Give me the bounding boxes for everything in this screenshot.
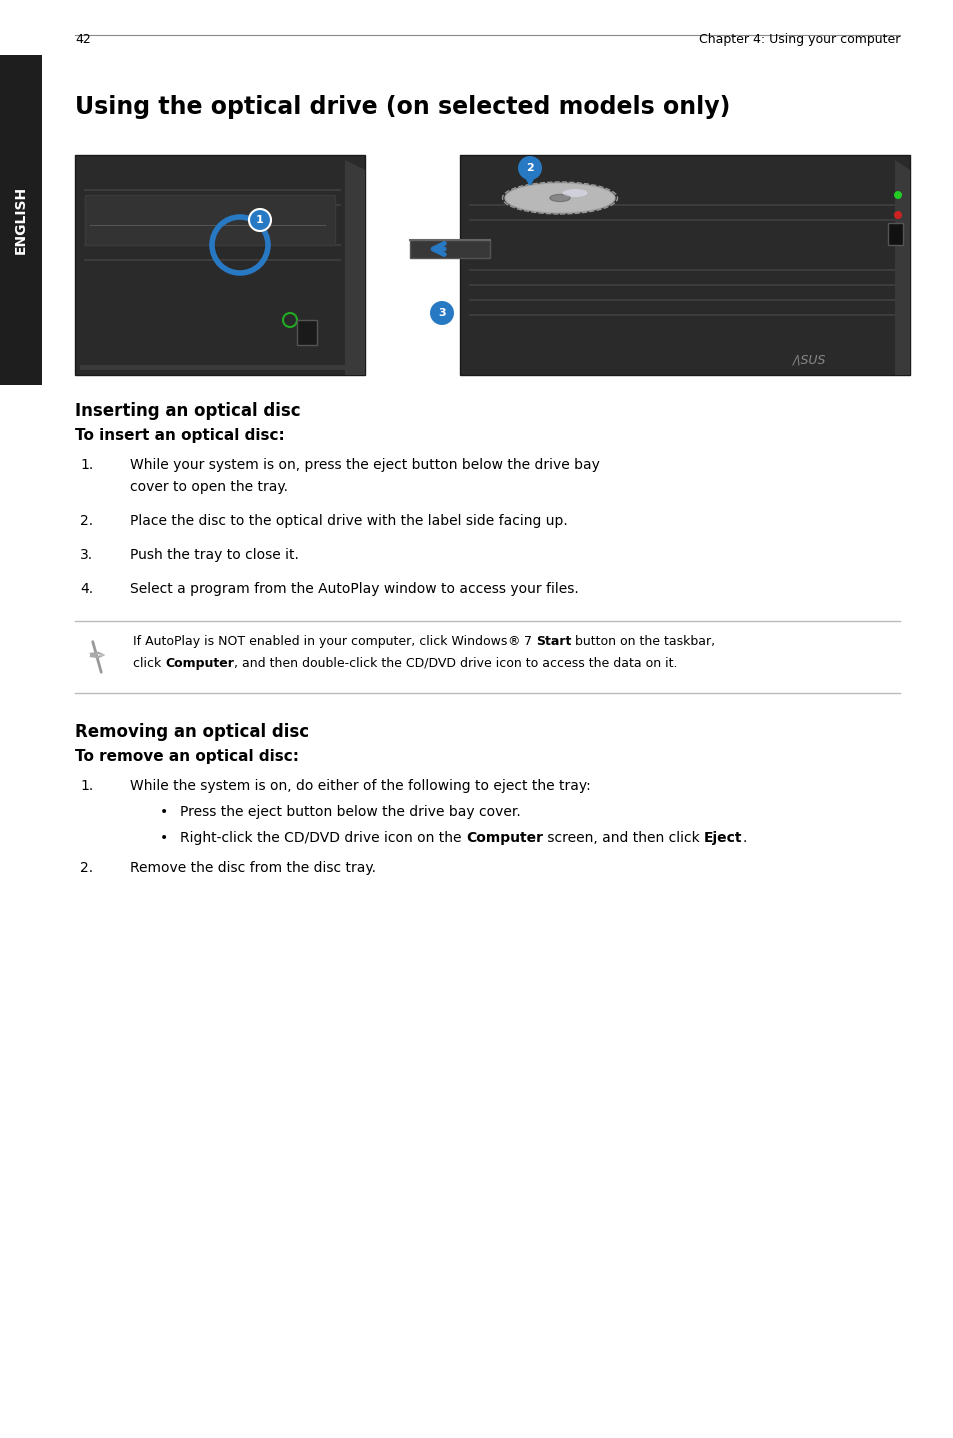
Text: screen, and then click: screen, and then click xyxy=(542,831,703,846)
Text: 7: 7 xyxy=(519,636,536,649)
Text: Eject: Eject xyxy=(703,831,741,846)
Text: To insert an optical disc:: To insert an optical disc: xyxy=(75,429,284,443)
Text: Inserting an optical disc: Inserting an optical disc xyxy=(75,403,300,420)
Text: •: • xyxy=(160,831,168,846)
Ellipse shape xyxy=(504,183,615,213)
Bar xyxy=(296,321,316,345)
Text: To remove an optical disc:: To remove an optical disc: xyxy=(75,749,298,764)
Text: While your system is on, press the eject button below the drive bay: While your system is on, press the eject… xyxy=(130,457,599,472)
Circle shape xyxy=(893,191,901,198)
Bar xyxy=(0,55,42,385)
Text: 2: 2 xyxy=(525,162,534,173)
Text: Start: Start xyxy=(536,636,571,649)
Text: Press the eject button below the drive bay cover.: Press the eject button below the drive b… xyxy=(180,805,520,820)
Text: Place the disc to the optical drive with the label side facing up.: Place the disc to the optical drive with… xyxy=(130,513,567,528)
Text: 3.: 3. xyxy=(80,548,93,562)
Text: Computer: Computer xyxy=(165,657,233,670)
Text: cover to open the tray.: cover to open the tray. xyxy=(130,480,288,495)
Text: If AutoPlay is NOT enabled in your computer, click Windows: If AutoPlay is NOT enabled in your compu… xyxy=(132,636,507,649)
Text: Using the optical drive (on selected models only): Using the optical drive (on selected mod… xyxy=(75,95,730,119)
Text: , and then double-click the CD/DVD drive icon to access the data on it.: , and then double-click the CD/DVD drive… xyxy=(233,657,677,670)
FancyArrowPatch shape xyxy=(92,641,101,673)
Text: 1.: 1. xyxy=(80,457,93,472)
Text: Computer: Computer xyxy=(465,831,542,846)
Text: Removing an optical disc: Removing an optical disc xyxy=(75,723,309,741)
Text: While the system is on, do either of the following to eject the tray:: While the system is on, do either of the… xyxy=(130,779,590,792)
Bar xyxy=(887,223,902,244)
Bar xyxy=(459,155,909,375)
Text: ®: ® xyxy=(507,636,519,649)
Bar xyxy=(75,155,365,375)
Text: button on the taskbar,: button on the taskbar, xyxy=(571,636,715,649)
Circle shape xyxy=(249,209,271,232)
Text: Select a program from the AutoPlay window to access your files.: Select a program from the AutoPlay windo… xyxy=(130,582,578,595)
Circle shape xyxy=(430,301,454,325)
FancyBboxPatch shape xyxy=(80,365,365,370)
Circle shape xyxy=(893,211,901,219)
Text: Remove the disc from the disc tray.: Remove the disc from the disc tray. xyxy=(130,861,375,874)
Text: Right-click the CD/DVD drive icon on the: Right-click the CD/DVD drive icon on the xyxy=(180,831,465,846)
Text: 42: 42 xyxy=(75,33,91,46)
Text: 2.: 2. xyxy=(80,861,93,874)
Text: 1.: 1. xyxy=(80,779,93,792)
Ellipse shape xyxy=(550,194,569,201)
Bar xyxy=(410,240,490,257)
Text: ✒: ✒ xyxy=(88,647,106,667)
Polygon shape xyxy=(345,160,365,375)
Text: Push the tray to close it.: Push the tray to close it. xyxy=(130,548,298,562)
Ellipse shape xyxy=(562,188,587,197)
Text: click: click xyxy=(132,657,165,670)
Text: 4.: 4. xyxy=(80,582,93,595)
Text: 1: 1 xyxy=(255,216,264,224)
Text: Chapter 4: Using your computer: Chapter 4: Using your computer xyxy=(698,33,899,46)
Text: •: • xyxy=(160,805,168,820)
Text: 3: 3 xyxy=(437,308,445,318)
Circle shape xyxy=(517,155,541,180)
Polygon shape xyxy=(894,160,909,375)
Bar xyxy=(85,196,335,244)
Text: ENGLISH: ENGLISH xyxy=(14,186,28,255)
Text: /\SUS: /\SUS xyxy=(793,354,826,367)
Text: .: . xyxy=(741,831,746,846)
Text: 2.: 2. xyxy=(80,513,93,528)
